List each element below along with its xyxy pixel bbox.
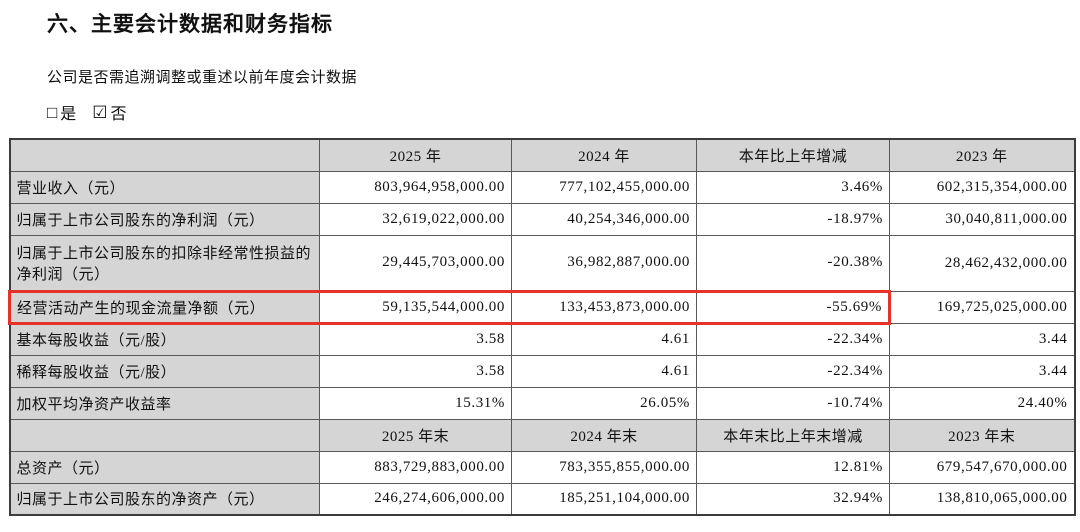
table-row-weighted-roe: 加权平均净资产收益率 15.31% 26.05% -10.74% 24.40% [9,386,1075,420]
row-label: 归属于上市公司股东的净资产（元） [9,482,320,516]
checkbox-checked-icon: ☑ [92,102,108,122]
option-yes-label: 是 [60,106,77,123]
col-header-2025-end: 2025 年末 [319,418,512,452]
highlighted-row-operating-cash-flow: 经营活动产生的现金流量净额（元） 59,135,544,000.00 133,4… [8,289,1075,325]
cell-2024: 4.61 [511,354,697,388]
period-end-header-row: 2025 年末 2024 年末 本年末比上年末增减 2023 年末 [9,418,1075,452]
cell-2024: 185,251,104,000.00 [511,482,697,516]
col-header-2023-end: 2023 年末 [889,418,1075,452]
cell-2023: 3.44 [889,322,1075,356]
table-row-diluted-eps: 稀释每股收益（元/股） 3.58 4.61 -22.34% 3.44 [9,354,1075,388]
option-no-label: 否 [110,106,127,123]
col-header-2024: 2024 年 [511,138,697,172]
cell-2025: 3.58 [319,354,512,388]
cell-2025: 803,964,958,000.00 [319,170,512,204]
cell-change: 3.46% [696,170,890,204]
option-yes: □ 是 [47,100,76,124]
cell-2023: 679,547,670,000.00 [889,450,1075,484]
cell-2024: 36,982,887,000.00 [511,234,697,292]
cell-2025: 59,135,544,000.00 [319,289,512,325]
cell-2024: 777,102,455,000.00 [511,170,697,204]
checkbox-unchecked-icon: □ [47,102,58,122]
cell-2023: 3.44 [889,354,1075,388]
cell-change: 32.94% [696,482,890,516]
cell-2025: 15.31% [319,386,512,420]
table-row-net-assets: 归属于上市公司股东的净资产（元） 246,274,606,000.00 185,… [9,482,1075,516]
cell-2024: 783,355,855,000.00 [511,450,697,484]
cell-2025: 32,619,022,000.00 [319,202,512,236]
row-label: 基本每股收益（元/股） [9,322,320,356]
cell-2025: 246,274,606,000.00 [319,482,512,516]
cell-change: -18.97% [696,202,890,236]
financial-indicators-table: 2025 年 2024 年 本年比上年增减 2023 年 营业收入（元） 803… [8,138,1076,516]
cell-change: -22.34% [696,322,890,356]
cell-change: -55.69% [696,289,891,325]
cell-2023: 602,315,354,000.00 [889,170,1075,204]
col-header-indicator [9,138,320,172]
col-header-2023: 2023 年 [889,138,1075,172]
col-header-2024-end: 2024 年末 [511,418,697,452]
section-title: 六、主要会计数据和财务指标 [47,13,333,36]
cell-2024: 4.61 [511,322,697,356]
table-row-net-profit: 归属于上市公司股东的净利润（元） 32,619,022,000.00 40,25… [9,202,1075,236]
cell-2024: 26.05% [511,386,697,420]
cell-2025: 29,445,703,000.00 [319,234,512,292]
cell-change: -10.74% [696,386,890,420]
annual-header-row: 2025 年 2024 年 本年比上年增减 2023 年 [9,138,1075,172]
cell-2023: 24.40% [889,386,1075,420]
restatement-question: 公司是否需追溯调整或重述以前年度会计数据 [47,70,358,86]
cell-change: 12.81% [696,450,890,484]
cell-change: -20.38% [696,234,890,292]
table-row-revenue: 营业收入（元） 803,964,958,000.00 777,102,455,0… [9,170,1075,204]
cell-2023: 30,040,811,000.00 [889,202,1075,236]
row-label: 经营活动产生的现金流量净额（元） [8,289,320,325]
table-row-total-assets: 总资产（元） 883,729,883,000.00 783,355,855,00… [9,450,1075,484]
col-header-indicator [9,418,320,452]
row-label: 归属于上市公司股东的扣除非经常性损益的净利润（元） [9,234,320,292]
row-label: 归属于上市公司股东的净利润（元） [9,202,320,236]
col-header-change: 本年比上年增减 [696,138,890,172]
cell-2023: 138,810,065,000.00 [889,482,1075,516]
row-label: 总资产（元） [9,450,320,484]
cell-2025: 3.58 [319,322,512,356]
row-label: 稀释每股收益（元/股） [9,354,320,388]
row-label: 营业收入（元） [9,170,320,204]
option-no: ☑ 否 [92,100,126,124]
cell-2024: 133,453,873,000.00 [511,289,697,325]
cell-2025: 883,729,883,000.00 [319,450,512,484]
table-row-net-profit-excl-nonrecurring: 归属于上市公司股东的扣除非经常性损益的净利润（元） 29,445,703,000… [9,234,1075,292]
row-label: 加权平均净资产收益率 [9,386,320,420]
cell-change: -22.34% [696,354,890,388]
restatement-options: □ 是 ☑ 否 [47,100,1080,124]
cell-2023: 28,462,432,000.00 [889,234,1075,292]
col-header-end-change: 本年末比上年末增减 [696,418,890,452]
table-row-basic-eps: 基本每股收益（元/股） 3.58 4.61 -22.34% 3.44 [9,322,1075,356]
cell-2023: 169,725,025,000.00 [889,290,1075,324]
report-page: 六、主要会计数据和财务指标 公司是否需追溯调整或重述以前年度会计数据 □ 是 ☑… [0,8,1080,532]
col-header-2025: 2025 年 [319,138,512,172]
cell-2024: 40,254,346,000.00 [511,202,697,236]
